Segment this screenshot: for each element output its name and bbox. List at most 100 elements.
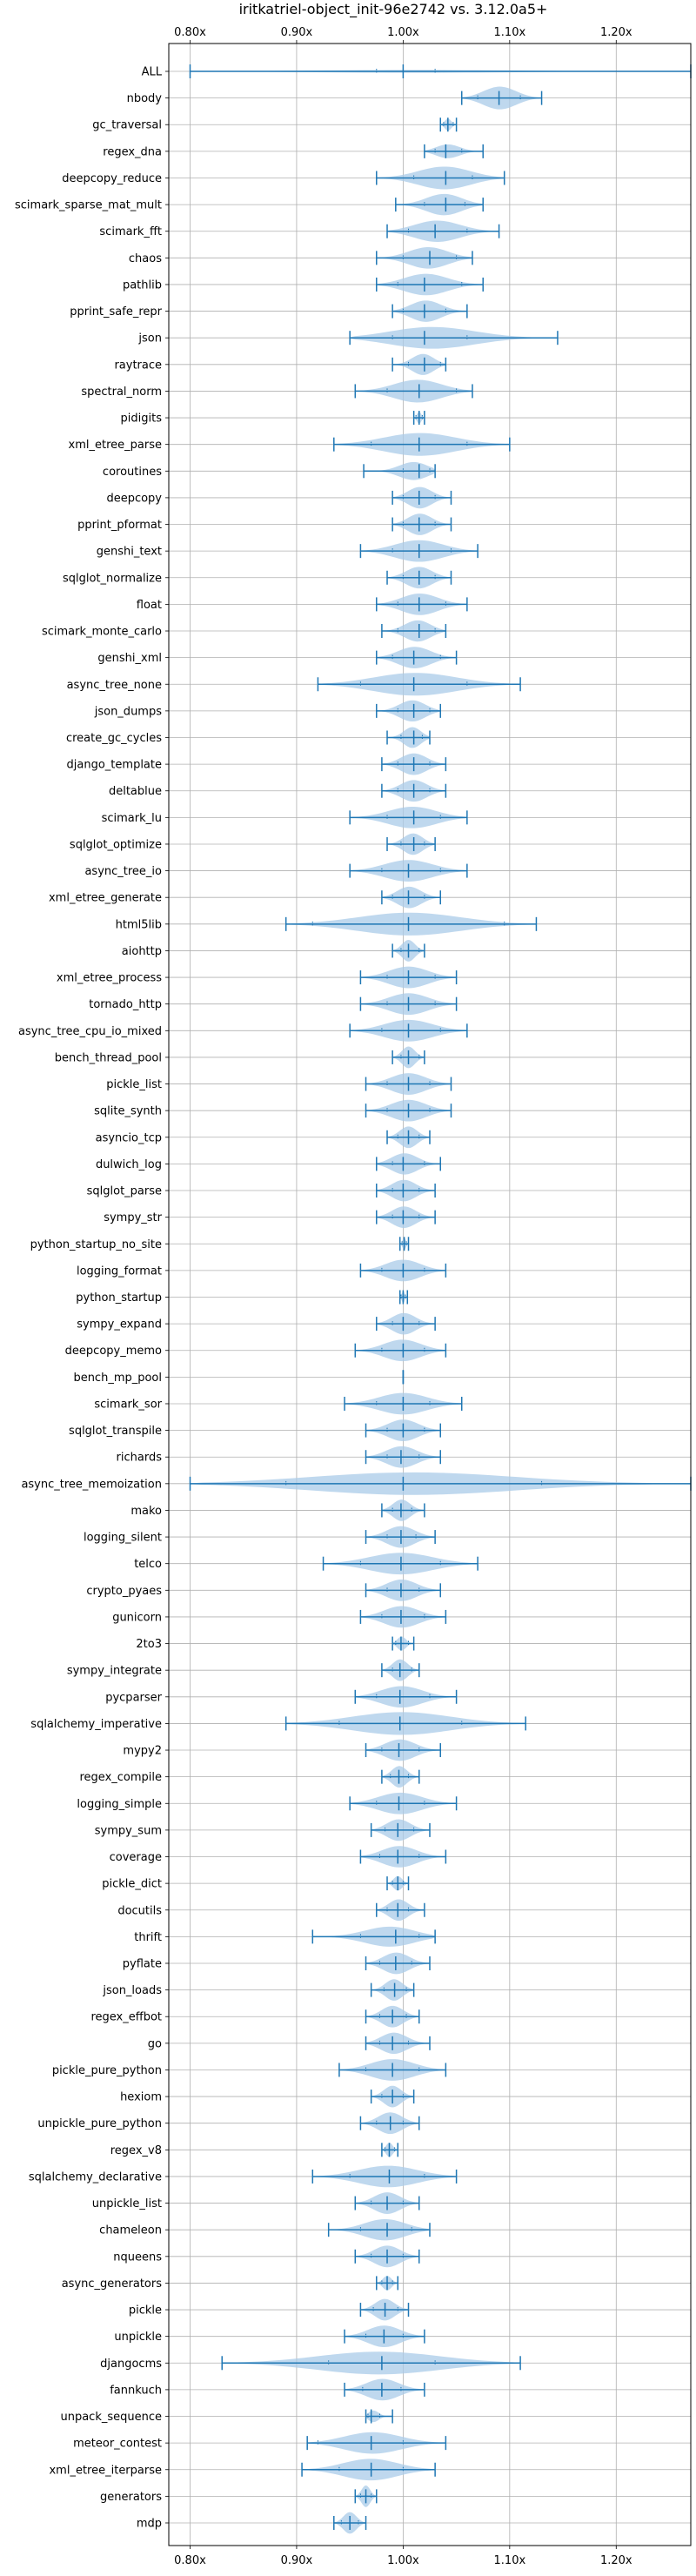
y-tick-label: sqlite_synth <box>94 1105 162 1118</box>
y-tick-label: async_tree_io <box>84 865 162 878</box>
y-tick-label: float <box>137 599 162 612</box>
y-tick-label: chaos <box>129 252 162 265</box>
y-tick-label: html5lib <box>116 918 162 931</box>
axis-layer: 0.80x 0.80x 0.90x 0.90x 1.00x 1.00x 1.10x 1.10x… <box>15 26 632 2567</box>
y-tick-label: scimark_sor <box>94 1398 162 1411</box>
chart-title: iritkatriel-object_init-96e2742 vs. 3.12… <box>239 1 548 18</box>
y-tick-label: bench_thread_pool <box>55 1051 162 1064</box>
x-tick-label-bottom: 1.20x <box>600 2554 632 2567</box>
y-tick-label: django_template <box>67 759 162 772</box>
y-tick-label: telco <box>134 1558 162 1571</box>
y-tick-label: xml_etree_parse <box>69 439 162 452</box>
y-tick-label: sympy_expand <box>77 1318 162 1332</box>
y-tick-label: 2to3 <box>136 1638 162 1651</box>
y-tick-label: mypy2 <box>123 1745 162 1758</box>
violin-layer <box>189 64 692 2534</box>
y-tick-label: regex_compile <box>79 1771 162 1784</box>
y-tick-label: python_startup_no_site <box>30 1238 162 1251</box>
y-tick-label: pickle_dict <box>102 1878 162 1891</box>
y-tick-label: nbody <box>127 92 163 105</box>
y-tick-label: pprint_pformat <box>77 519 162 532</box>
y-tick-label: unpack_sequence <box>60 2411 162 2424</box>
y-tick-label: sqlglot_transpile <box>69 1425 162 1438</box>
y-tick-label: coverage <box>110 1851 162 1864</box>
y-tick-label: async_tree_memoization <box>21 1478 162 1491</box>
y-tick-label: dulwich_log <box>96 1158 162 1171</box>
y-tick-label: tornado_http <box>89 998 162 1011</box>
y-tick-label: gc_traversal <box>92 119 162 132</box>
y-tick-label: pidigits <box>121 413 163 426</box>
y-tick-label: logging_format <box>77 1265 162 1278</box>
y-tick-label: json_dumps <box>94 705 162 718</box>
y-tick-label: go <box>148 2037 162 2050</box>
y-tick-label: xml_etree_iterparse <box>49 2464 162 2477</box>
y-tick-label: richards <box>117 1452 163 1465</box>
y-tick-label: sqlalchemy_declarative <box>29 2170 162 2184</box>
y-tick-label: sympy_str <box>104 1211 162 1224</box>
y-tick-label: json <box>137 332 162 345</box>
y-tick-label: scimark_sparse_mat_mult <box>15 199 162 212</box>
y-tick-label: asyncio_tcp <box>96 1131 162 1144</box>
y-tick-label: unpickle_list <box>92 2197 162 2210</box>
x-tick-label-bottom: 1.00x <box>387 2554 419 2567</box>
y-tick-label: thrift <box>134 1931 162 1944</box>
y-tick-label: coroutines <box>103 466 162 479</box>
y-tick-label: hexiom <box>120 2091 162 2104</box>
y-tick-label: sqlglot_normalize <box>63 572 162 585</box>
y-tick-label: pycparser <box>105 1691 162 1704</box>
x-tick-label-top: 1.20x <box>600 26 632 39</box>
y-tick-label: generators <box>100 2491 162 2504</box>
y-tick-label: genshi_text <box>97 546 162 559</box>
y-tick-label: ALL <box>142 66 163 79</box>
y-tick-label: regex_dna <box>103 145 162 158</box>
x-tick-label-top: 1.00x <box>387 26 419 39</box>
y-tick-label: logging_simple <box>77 1798 162 1811</box>
y-tick-label: aiohttp <box>122 945 162 958</box>
y-tick-label: async_tree_cpu_io_mixed <box>18 1025 162 1038</box>
y-tick-label: deepcopy_memo <box>65 1345 162 1358</box>
y-tick-label: xml_etree_generate <box>49 892 162 905</box>
y-tick-label: pickle_pure_python <box>52 2064 162 2077</box>
x-tick-label-bottom: 0.90x <box>281 2554 313 2567</box>
y-tick-label: logging_silent <box>84 1532 162 1545</box>
y-tick-label: sqlglot_optimize <box>70 838 162 851</box>
y-tick-label: nqueens <box>113 2251 162 2264</box>
x-tick-label-top: 0.80x <box>174 26 206 39</box>
y-tick-label: async_tree_none <box>67 679 162 692</box>
x-tick-label-top: 1.10x <box>494 26 526 39</box>
y-tick-label: unpickle <box>114 2331 162 2344</box>
y-tick-label: sympy_integrate <box>67 1665 162 1678</box>
y-tick-label: meteor_contest <box>73 2438 162 2451</box>
y-tick-label: regex_v8 <box>110 2144 162 2157</box>
y-tick-label: sqlglot_parse <box>87 1185 162 1198</box>
y-tick-label: scimark_monte_carlo <box>42 626 162 639</box>
y-tick-label: spectral_norm <box>81 386 162 399</box>
y-tick-label: djangocms <box>100 2358 162 2371</box>
y-tick-label: python_startup <box>76 1291 162 1305</box>
y-tick-label: bench_mp_pool <box>73 1372 162 1385</box>
y-tick-label: gunicorn <box>112 1611 162 1624</box>
y-tick-label: deepcopy_reduce <box>62 172 162 185</box>
y-tick-label: docutils <box>117 1904 162 1917</box>
y-tick-label: sqlalchemy_imperative <box>30 1718 162 1731</box>
y-tick-label: fannkuch <box>110 2384 162 2397</box>
y-tick-label: pathlib <box>123 278 162 292</box>
y-tick-label: create_gc_cycles <box>66 732 162 745</box>
y-tick-label: sympy_sum <box>95 1824 162 1837</box>
y-tick-label: xml_etree_process <box>57 972 162 985</box>
y-tick-label: async_generators <box>62 2277 163 2291</box>
y-tick-label: pickle_list <box>106 1078 162 1091</box>
y-tick-label: raytrace <box>114 359 162 372</box>
y-tick-label: chameleon <box>99 2224 162 2237</box>
y-tick-label: pickle <box>129 2304 162 2318</box>
x-tick-label-bottom: 1.10x <box>494 2554 526 2567</box>
y-tick-label: mako <box>130 1505 162 1518</box>
y-tick-label: crypto_pyaes <box>86 1585 162 1598</box>
x-tick-label-bottom: 0.80x <box>174 2554 206 2567</box>
y-tick-label: mdp <box>137 2518 162 2531</box>
y-tick-label: pprint_safe_repr <box>70 305 162 319</box>
y-tick-label: regex_effbot <box>90 2011 162 2024</box>
y-tick-label: unpickle_pure_python <box>37 2117 162 2130</box>
